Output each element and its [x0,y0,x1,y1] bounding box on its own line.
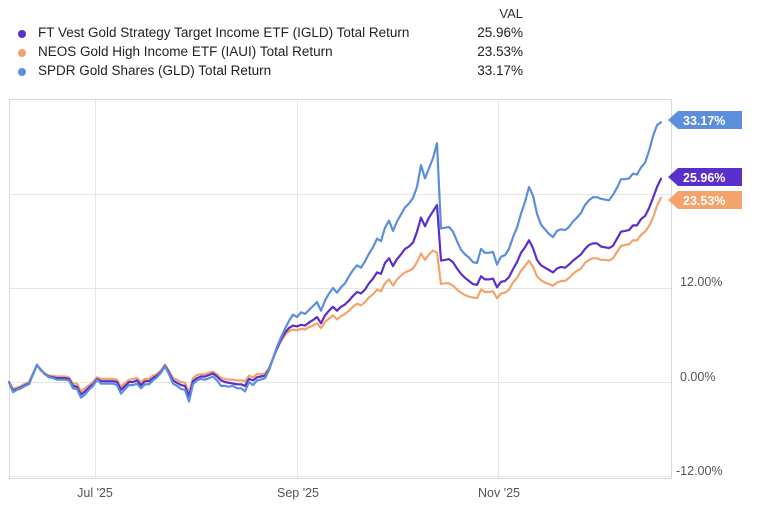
badge-igld: 25.96% [668,168,742,186]
legend-item-label: SPDR Gold Shares (GLD) Total Return [38,63,272,78]
legend-value-header: VAL [499,6,523,21]
series-line [7,121,663,403]
legend-item-value: 33.17% [477,63,523,78]
badge-gld: 33.17% [668,111,742,129]
x-tick-jul: Jul '25 [77,486,113,500]
x-axis-ticks: Jul '25 Sep '25 Nov '25 [77,486,520,500]
x-tick-nov: Nov '25 [478,486,520,500]
series-dot-icon [18,30,26,38]
plot-area-border [9,99,672,479]
series-line [7,177,663,398]
legend-item-value: 23.53% [477,44,523,59]
y-axis-ticks: 12.00% 0.00% -12.00% [676,275,723,478]
end-value-badges: 33.17% 25.96% 23.53% [668,111,742,209]
series-dot-icon [18,68,26,76]
y-tick-minus-12: -12.00% [676,464,723,478]
badge-iaui: 23.53% [668,191,742,209]
y-tick-12: 12.00% [680,275,722,289]
series-line [7,196,663,394]
chart-legend: VAL FT Vest Gold Strategy Target Income … [0,0,540,90]
y-tick-0: 0.00% [680,370,715,384]
legend-item-iaui[interactable]: NEOS Gold High Income ETF (IAUI) Total R… [0,44,540,61]
legend-item-igld[interactable]: FT Vest Gold Strategy Target Income ETF … [0,25,540,42]
legend-item-label: FT Vest Gold Strategy Target Income ETF … [38,25,410,40]
legend-item-label: NEOS Gold High Income ETF (IAUI) Total R… [38,44,333,59]
svg-text:25.96%: 25.96% [683,171,725,185]
chart-series-lines [7,121,663,403]
svg-text:23.53%: 23.53% [683,194,725,208]
x-tick-sep: Sep '25 [277,486,319,500]
series-dot-icon [18,49,26,57]
svg-text:33.17%: 33.17% [683,114,725,128]
legend-item-value: 25.96% [477,25,523,40]
legend-item-gld[interactable]: SPDR Gold Shares (GLD) Total Return 33.1… [0,63,540,80]
